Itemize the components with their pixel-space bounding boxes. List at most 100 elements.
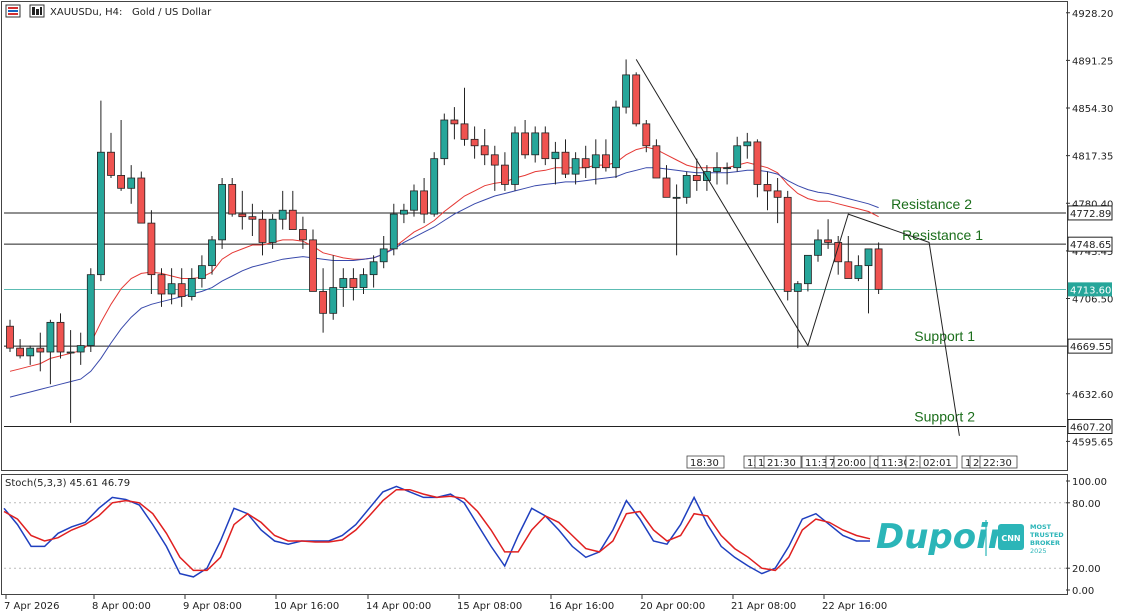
candle [329,255,338,320]
candle-body [450,119,459,125]
time-marker-label: 2 [973,458,979,469]
level-tag-price: 4713.60 [1070,285,1111,296]
level-tag-box [1067,205,1113,221]
candle [814,229,822,262]
candle [117,120,125,191]
symbol-icon[interactable] [29,4,45,18]
candle [824,219,832,249]
candle [622,59,630,114]
level-tag-box [1067,236,1113,252]
candle [672,184,681,256]
candle-body [288,209,297,230]
candle [46,319,55,385]
candle [26,345,35,365]
candle [86,268,95,352]
candle-body [703,171,711,181]
candle [652,139,661,179]
moving-average-line-1 [9,167,879,398]
candle [662,165,671,198]
candle [76,332,85,365]
time-axis: 7 Apr 2026 8 Apr 00:00 9 Apr 08:00 10 Apr 1… [4,595,887,612]
candles [6,59,883,423]
candle [167,268,176,305]
candle-body [319,291,328,314]
time-marker-box [979,455,1018,469]
level-price-tags: 4772.89 4748.65 4713.60 4669.55 4607.20 [1067,205,1113,434]
candle [561,139,570,178]
candle-body [278,209,287,220]
candle-body [127,177,136,189]
candle [804,254,812,292]
candle [773,178,782,224]
candle-body [268,218,277,243]
level-tag-box [1067,418,1113,434]
candle-body [541,132,550,160]
time-marker-label: 1 [965,458,971,469]
candle-body [36,347,45,353]
candle [349,268,358,301]
candle-body [753,141,762,185]
candle [268,214,277,249]
price-tick-label: 4891.25 [1072,56,1113,67]
candle-body [359,274,368,288]
candle [591,139,600,185]
candle [783,190,792,301]
level-tag-0: 4772.89 [1067,205,1113,221]
candle-body [208,239,216,267]
time-marker-label: 02:01 [923,458,952,469]
level-tag-1: 4748.65 [1067,236,1113,252]
candle-body [420,190,429,215]
candle-body [167,283,176,295]
chart-menu-icon[interactable] [5,4,21,18]
candle-body [571,158,580,175]
candle-body [228,184,237,215]
candle [420,178,429,224]
candle [642,120,651,153]
level-tag-price: 4748.65 [1070,240,1111,251]
time-tick-label: 21 Apr 08:00 [731,601,796,612]
level-tag-3: 4669.55 [1067,338,1113,354]
candle [197,255,206,288]
candle [288,190,297,230]
candle [834,236,843,275]
candle-body [86,274,95,346]
candle [258,210,267,256]
time-tick-label: 15 Apr 08:00 [457,601,522,612]
brand-tagline-1: MOST [1030,523,1052,531]
cnn-badge [998,524,1024,550]
candle-body [793,283,802,292]
candle-body [642,123,651,147]
candle [723,162,731,185]
candle-body [46,321,55,353]
candle [440,113,449,166]
candle-body [157,274,166,295]
candle [238,190,247,230]
candle [581,145,590,178]
level-tag-price: 4607.20 [1070,422,1111,433]
candle-body [339,278,348,288]
candle-body [97,151,105,276]
candle [309,229,317,292]
level-label: Support 2 [914,408,975,424]
candle-body [581,158,590,169]
candle [854,255,863,282]
price-tick-label: 4817.35 [1072,152,1113,163]
time-marker-label: 11:30 [805,458,834,469]
candle [541,126,550,166]
candle-body [783,196,792,292]
level-tag-box [1067,338,1113,354]
candle-body [672,196,681,199]
candle [470,126,479,159]
candle-body [177,283,186,297]
candle-body [107,151,115,176]
candle [743,132,752,159]
time-marker-box [763,455,802,469]
candle-body [834,242,843,263]
candle-body [440,119,449,160]
level-tag-price: 4772.89 [1070,209,1111,220]
candle-body [66,351,75,354]
candle-body [662,177,671,198]
candle [157,268,166,307]
stoch-axis: 100.00 80.00 20.00 0.00 [1066,477,1107,597]
